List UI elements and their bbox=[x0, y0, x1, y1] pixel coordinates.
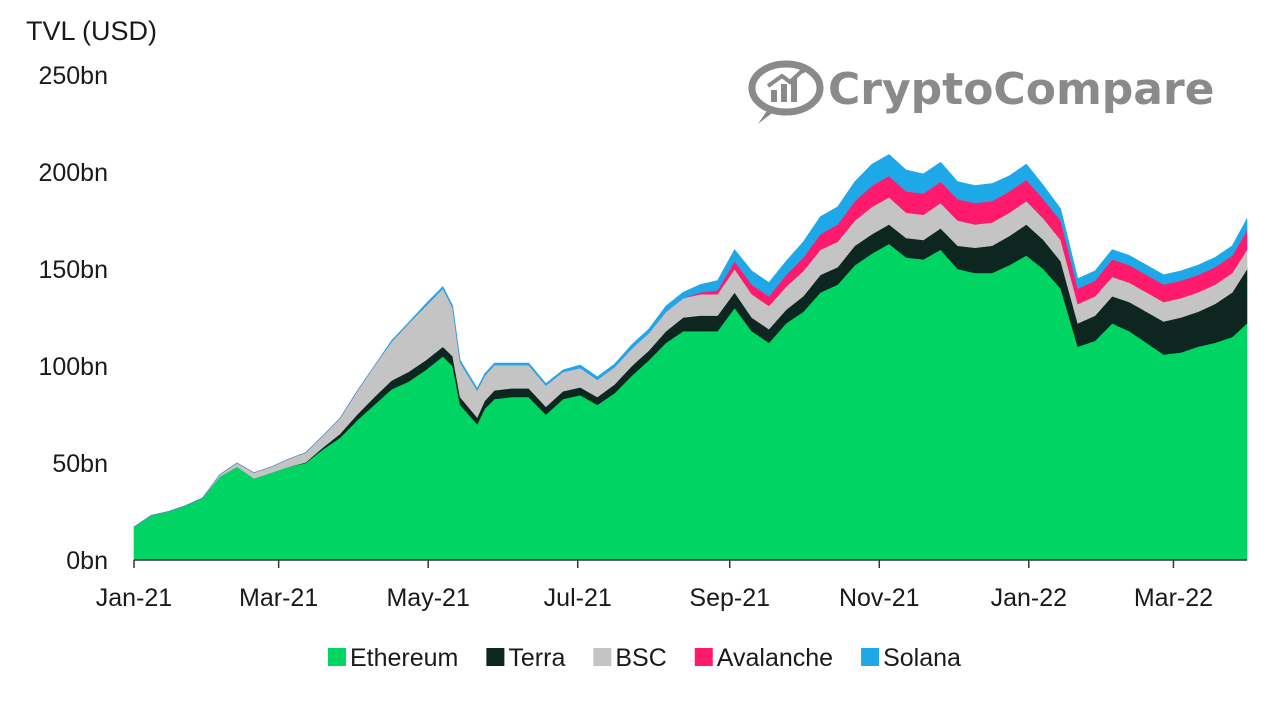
y-tick-label: 50bn bbox=[52, 450, 108, 478]
legend-swatch-ethereum bbox=[328, 648, 346, 666]
legend-label-solana: Solana bbox=[883, 644, 961, 672]
legend-swatch-terra bbox=[486, 648, 505, 666]
y-axis-label: TVL (USD) bbox=[26, 16, 157, 46]
legend-swatch-solana bbox=[861, 648, 880, 666]
legend-swatch-bsc bbox=[593, 648, 612, 666]
y-tick-label: 150bn bbox=[38, 256, 108, 284]
area-series-solana bbox=[133, 154, 1248, 528]
x-tick-label: Sep-21 bbox=[689, 584, 770, 612]
x-tick-label: May-21 bbox=[386, 584, 469, 612]
x-tick-label: Jan-22 bbox=[991, 584, 1067, 612]
legend-label-bsc: BSC bbox=[615, 644, 666, 672]
y-tick-label: 100bn bbox=[38, 353, 108, 381]
watermark-logo: CryptoCompare bbox=[748, 60, 1215, 124]
x-tick-label: Mar-21 bbox=[239, 584, 318, 612]
x-tick-label: Nov-21 bbox=[839, 584, 920, 612]
x-tick-label: Jan-21 bbox=[96, 584, 172, 612]
legend-label-terra: Terra bbox=[508, 644, 565, 672]
legend-label-ethereum: Ethereum bbox=[350, 644, 458, 672]
x-tick-label: Jul-21 bbox=[544, 584, 612, 612]
x-tick-label: Mar-22 bbox=[1134, 584, 1213, 612]
y-tick-label: 200bn bbox=[38, 159, 108, 187]
legend-swatch-avalanche bbox=[694, 648, 713, 666]
y-tick-label: 250bn bbox=[38, 62, 108, 90]
y-tick-label: 0bn bbox=[66, 547, 108, 575]
watermark-text: CryptoCompare bbox=[828, 64, 1215, 115]
legend-label-avalanche: Avalanche bbox=[717, 644, 833, 672]
legend: Ethereum Terra BSC Avalanche Solana bbox=[328, 644, 961, 672]
chart-bubble-icon bbox=[748, 60, 824, 124]
